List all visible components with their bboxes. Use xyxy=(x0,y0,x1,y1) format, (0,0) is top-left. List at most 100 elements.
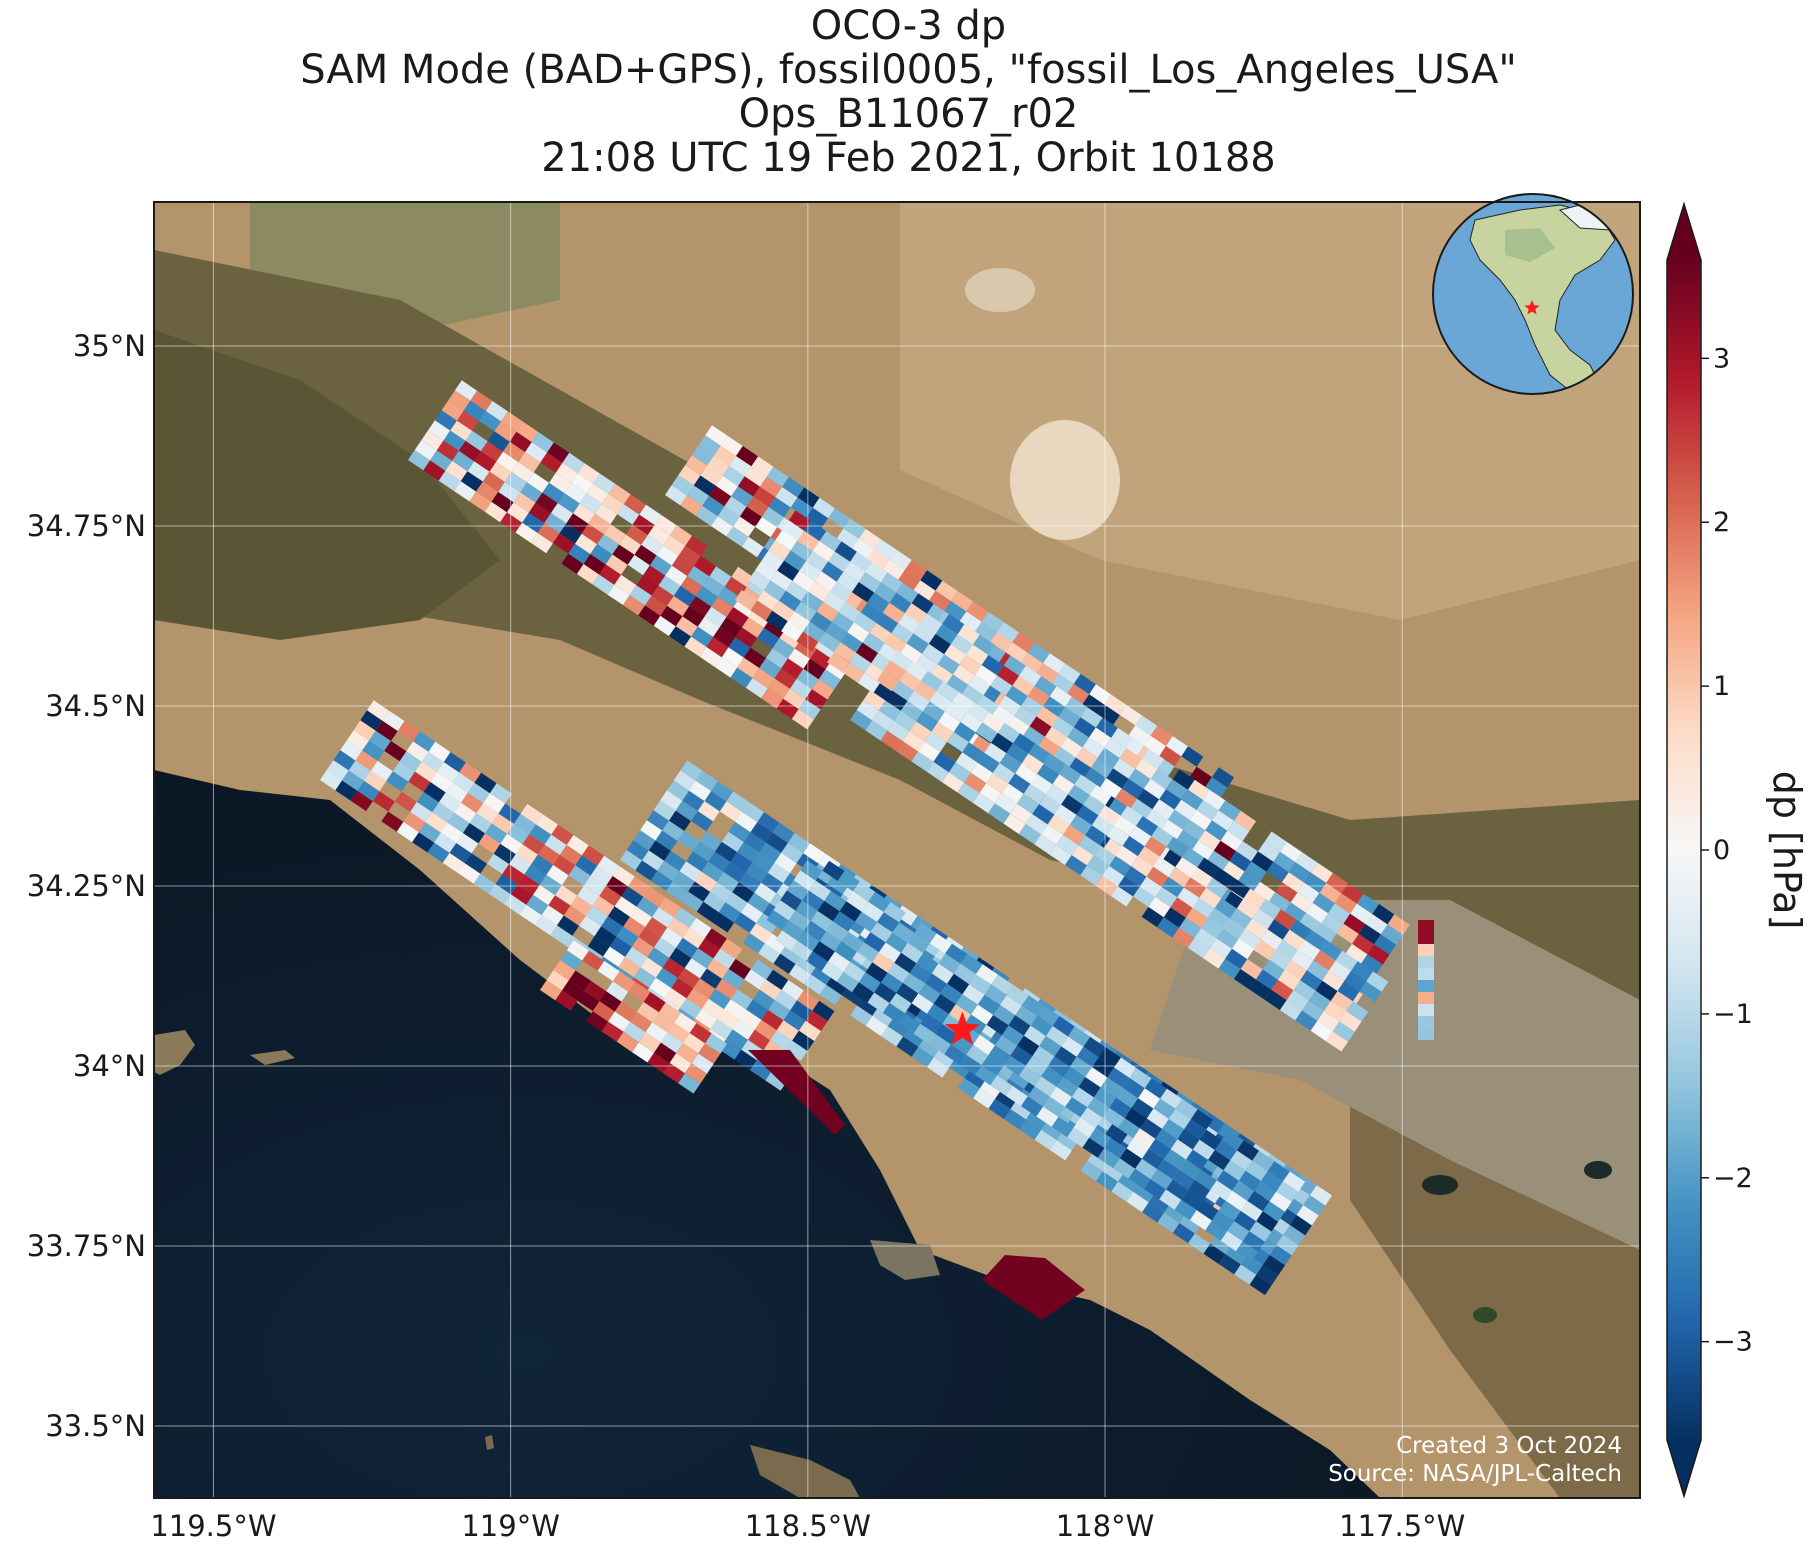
sounding-cell xyxy=(463,400,486,421)
sounding-cell xyxy=(1129,826,1152,847)
sounding-cell xyxy=(843,518,866,539)
sounding-cell xyxy=(841,931,864,952)
sounding-cell xyxy=(408,771,431,792)
sounding-cell xyxy=(1344,971,1367,992)
sounding-cell xyxy=(500,833,523,855)
sounding-cell xyxy=(524,864,547,885)
sounding-cell xyxy=(1153,1098,1176,1119)
sounding-cell xyxy=(1232,938,1254,960)
sounding-cell xyxy=(1345,943,1368,965)
sounding-cell xyxy=(944,1044,967,1065)
sounding-cell xyxy=(1214,898,1237,919)
sounding-cell xyxy=(1069,814,1092,836)
x-tick-label: 118°W xyxy=(1056,1509,1155,1543)
sounding-cell xyxy=(1083,794,1106,816)
sounding-cell xyxy=(608,483,631,505)
map-gridlines xyxy=(154,202,1640,1498)
sounding-cell xyxy=(742,932,765,954)
sounding-cell xyxy=(643,992,666,1013)
sounding-cell xyxy=(555,462,578,484)
sounding-cell xyxy=(1194,1169,1217,1191)
sounding-cell xyxy=(1310,1185,1333,1206)
sounding-cell xyxy=(1326,1031,1349,1052)
sounding-cell xyxy=(916,953,939,974)
sounding-cell xyxy=(1148,1138,1171,1160)
sounding-cell xyxy=(428,420,451,441)
sounding-cell xyxy=(984,984,1007,1005)
sounding-cell xyxy=(1087,1097,1110,1118)
sounding-cell xyxy=(674,1012,697,1033)
sounding-cell xyxy=(671,555,694,576)
sounding-cell xyxy=(1107,1121,1130,1142)
x-tick-label: 117.5°W xyxy=(1339,1509,1465,1543)
sounding-cell xyxy=(988,1045,1011,1066)
sounding-cell xyxy=(1159,1189,1182,1210)
sounding-cell xyxy=(592,1001,615,1022)
sounding-cell xyxy=(731,566,754,588)
sounding-cell xyxy=(896,1036,919,1057)
sounding-cell xyxy=(464,853,487,874)
sounding-cell xyxy=(1113,815,1136,836)
sounding-cell xyxy=(1080,865,1103,886)
sounding-cell xyxy=(781,658,804,679)
sounding-cell xyxy=(752,989,775,1010)
sounding-cell xyxy=(601,916,624,937)
sounding-cell xyxy=(623,595,645,616)
sounding-cell xyxy=(1177,887,1200,908)
sounding-cell xyxy=(542,482,565,503)
sounding-cell xyxy=(1037,1005,1060,1026)
sounding-cell xyxy=(320,770,343,791)
sounding-cell xyxy=(421,751,444,772)
sounding-cell xyxy=(946,674,969,695)
sounding-cell xyxy=(975,722,998,743)
sounding-cell xyxy=(1098,805,1121,826)
sounding-cell xyxy=(735,627,758,648)
sounding-cell xyxy=(535,492,558,513)
sounding-cell xyxy=(730,989,753,1010)
sounding-cell xyxy=(713,627,736,648)
sounding-cell xyxy=(1261,1171,1283,1192)
sounding-cell xyxy=(1166,1179,1188,1200)
sounding-cell xyxy=(1227,1220,1250,1242)
sounding-cell xyxy=(892,680,915,701)
sounding-cell xyxy=(525,442,548,463)
sounding-cell xyxy=(779,590,802,612)
sounding-cell xyxy=(717,506,740,527)
globe-outline xyxy=(1432,193,1634,395)
sounding-cell xyxy=(1418,1028,1434,1040)
sounding-cell xyxy=(568,543,591,564)
sounding-cell xyxy=(1039,794,1062,815)
sounding-cell xyxy=(759,979,782,1000)
sounding-cell xyxy=(944,644,967,665)
sounding-cell xyxy=(1012,632,1035,653)
sounding-cell xyxy=(1203,948,1226,969)
sounding-cell xyxy=(455,380,478,401)
sounding-cell xyxy=(821,961,844,982)
sounding-cell xyxy=(575,855,598,876)
sounding-cell xyxy=(513,492,536,513)
sounding-cell xyxy=(487,853,510,874)
sounding-cell xyxy=(603,946,626,967)
sounding-cell xyxy=(1213,840,1236,861)
sounding-cell xyxy=(782,920,805,941)
sounding-cell xyxy=(1036,706,1059,727)
sounding-cell xyxy=(1336,923,1359,944)
sounding-cell xyxy=(568,970,591,991)
sounding-cell xyxy=(633,967,656,988)
sounding-cell xyxy=(1161,877,1184,898)
map-frame xyxy=(153,201,1641,1499)
sounding-cell xyxy=(801,591,824,612)
sounding-cell xyxy=(750,822,773,843)
y-tick-label: 34°N xyxy=(73,1049,146,1083)
y-tick-label: 33.75°N xyxy=(27,1229,146,1263)
sounding-cell xyxy=(764,933,787,954)
sounding-cell xyxy=(1102,865,1125,887)
sounding-cell xyxy=(967,702,990,723)
sounding-cell xyxy=(584,980,607,1002)
sounding-cell xyxy=(977,752,1000,773)
sounding-cell xyxy=(686,988,709,1009)
sounding-cell xyxy=(746,999,769,1020)
sounding-cell xyxy=(516,421,539,443)
colorbar-label: dp [hPa] xyxy=(1765,771,1809,930)
sounding-cell xyxy=(914,922,937,944)
